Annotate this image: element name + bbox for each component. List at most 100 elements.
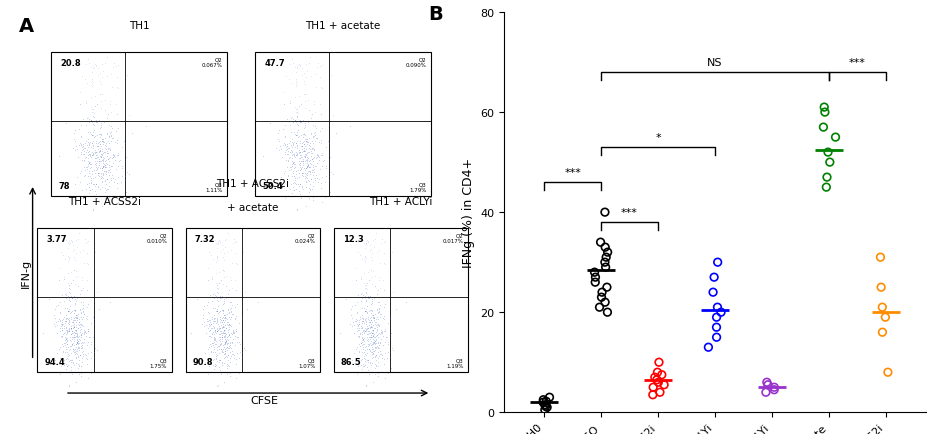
Point xyxy=(71,365,86,372)
Point xyxy=(359,309,374,316)
Point xyxy=(91,172,106,179)
Point xyxy=(351,319,366,326)
Point xyxy=(211,325,226,332)
Point xyxy=(62,351,77,358)
Point xyxy=(652,359,667,366)
Point xyxy=(70,337,85,344)
Point xyxy=(223,309,238,316)
Point xyxy=(289,143,304,150)
Point xyxy=(57,340,72,347)
Point xyxy=(296,138,311,145)
Point xyxy=(289,152,304,159)
Point xyxy=(70,338,85,345)
Point xyxy=(95,158,110,164)
Point xyxy=(293,149,308,156)
Point xyxy=(94,154,108,161)
Point xyxy=(296,148,311,155)
Point xyxy=(347,322,362,329)
Point xyxy=(76,146,91,153)
Point xyxy=(293,181,308,188)
Point xyxy=(84,118,99,125)
Point xyxy=(86,316,101,323)
Point xyxy=(351,322,366,329)
Point xyxy=(77,173,92,180)
Point xyxy=(74,151,89,158)
Point xyxy=(106,151,121,158)
Point xyxy=(223,373,237,380)
Point xyxy=(84,140,99,147)
Point xyxy=(61,316,76,323)
Point xyxy=(198,350,213,357)
Point xyxy=(208,363,223,370)
Point xyxy=(98,187,113,194)
Point xyxy=(93,138,108,145)
Point xyxy=(211,334,226,341)
Point xyxy=(709,324,724,331)
Point xyxy=(223,276,238,283)
Point xyxy=(357,352,372,359)
Text: CFSE: CFSE xyxy=(251,395,279,405)
Point xyxy=(360,269,375,276)
Point xyxy=(282,122,297,129)
Point xyxy=(201,325,216,332)
Point xyxy=(298,179,313,186)
Point xyxy=(299,164,314,171)
Point xyxy=(72,140,87,147)
Point xyxy=(67,323,82,330)
Point xyxy=(74,168,89,175)
Point xyxy=(356,280,371,287)
Point xyxy=(232,354,247,361)
Point xyxy=(363,330,378,337)
Point xyxy=(81,339,96,346)
Point xyxy=(306,141,321,148)
Point xyxy=(212,338,227,345)
Point xyxy=(195,306,210,313)
Point xyxy=(210,307,225,314)
Point xyxy=(297,154,312,161)
Point xyxy=(220,319,235,326)
Point xyxy=(362,330,377,337)
Point xyxy=(99,73,114,80)
Point xyxy=(359,285,374,292)
Point xyxy=(71,311,86,318)
Point xyxy=(365,346,380,353)
Point xyxy=(61,308,76,315)
Point xyxy=(309,175,324,182)
Point xyxy=(358,255,373,262)
Point xyxy=(349,265,364,272)
Point xyxy=(93,147,108,154)
Point xyxy=(212,343,227,350)
Point xyxy=(108,154,122,161)
Point xyxy=(388,306,403,312)
Point xyxy=(356,329,371,336)
Point xyxy=(65,328,79,335)
Point xyxy=(223,313,238,320)
Point xyxy=(204,349,219,355)
Point xyxy=(229,328,244,335)
Point xyxy=(218,330,233,337)
Point xyxy=(370,370,385,377)
Point xyxy=(212,328,227,335)
Point xyxy=(293,155,308,162)
Point xyxy=(299,164,314,171)
Point xyxy=(223,306,238,313)
Point xyxy=(231,333,246,340)
Point xyxy=(362,248,377,255)
Point xyxy=(60,349,75,355)
Point xyxy=(288,132,303,139)
Point xyxy=(221,337,236,344)
Point xyxy=(217,327,232,334)
Point xyxy=(358,347,373,354)
Point xyxy=(79,240,94,247)
Point xyxy=(57,342,72,349)
Point xyxy=(313,75,328,82)
Point xyxy=(74,299,89,306)
Point xyxy=(370,322,385,329)
Point xyxy=(216,349,231,355)
Point xyxy=(208,237,223,243)
Point xyxy=(69,312,84,319)
Point xyxy=(305,146,320,153)
Point xyxy=(77,335,92,342)
Point xyxy=(71,318,86,325)
Point xyxy=(283,186,298,193)
